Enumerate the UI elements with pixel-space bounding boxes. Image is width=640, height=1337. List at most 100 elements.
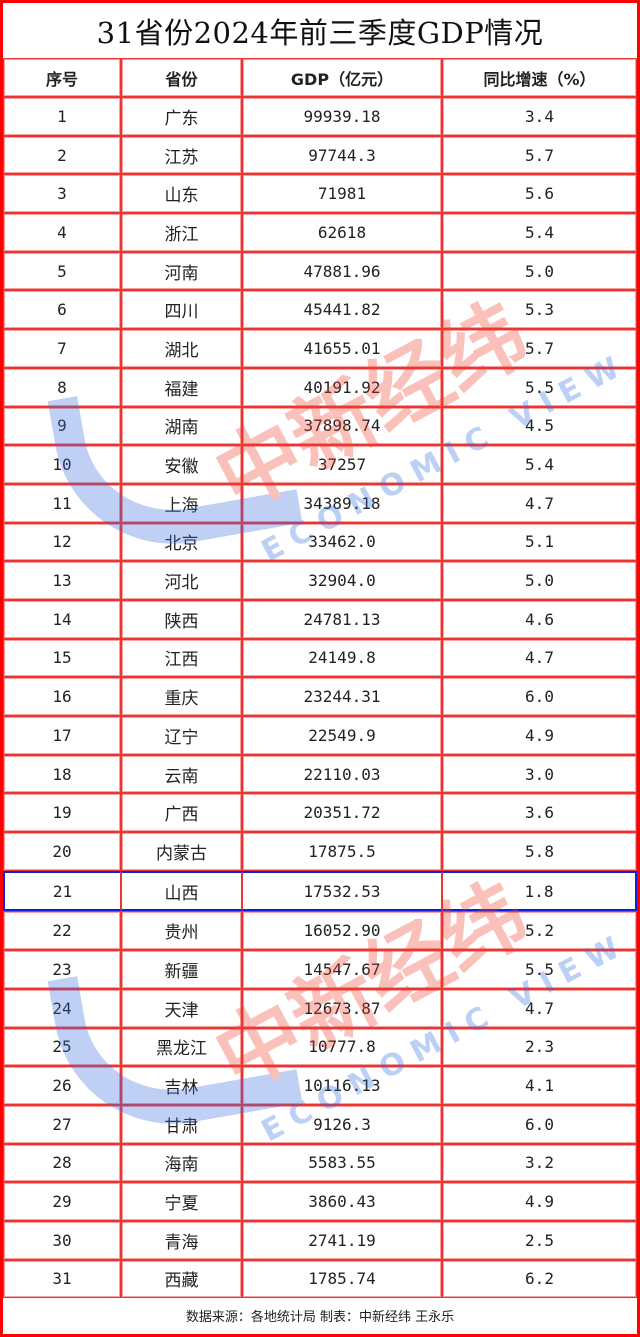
table-row: 2 江苏 97744.3 5.7 [3,135,637,175]
cell-province: 陕西 [121,599,242,639]
cell-gdp: 17875.5 [242,832,442,871]
cell-gdp: 10777.8 [242,1027,442,1067]
cell-province: 新疆 [121,950,242,989]
cell-gdp: 9126.3 [242,1104,442,1144]
cell-gdp: 24149.8 [242,638,442,678]
cell-gdp: 22110.03 [242,754,442,794]
cell-province: 湖南 [121,406,242,446]
cell-gdp: 37257 [242,445,442,484]
cell-growth: 5.0 [442,251,637,291]
cell-rank: 27 [3,1104,121,1144]
cell-province: 云南 [121,754,242,794]
cell-rank: 20 [3,832,121,871]
cell-gdp: 3860.43 [242,1182,442,1221]
cell-rank: 24 [3,988,121,1028]
cell-province: 山西 [121,870,242,912]
cell-province: 江西 [121,638,242,678]
cell-growth: 5.5 [442,950,637,989]
table-row: 13 河北 32904.0 5.0 [3,561,637,600]
cell-growth: 6.0 [442,1104,637,1144]
cell-gdp: 33462.0 [242,522,442,562]
cell-gdp: 32904.0 [242,561,442,600]
cell-rank: 22 [3,911,121,951]
cell-growth: 4.7 [442,483,637,523]
cell-rank: 11 [3,483,121,523]
table-row: 31 西藏 1785.74 6.2 [3,1259,637,1299]
cell-growth: 4.5 [442,406,637,446]
cell-gdp: 34389.18 [242,483,442,523]
table-row: 23 新疆 14547.67 5.5 [3,950,637,989]
cell-rank: 28 [3,1143,121,1183]
cell-growth: 3.0 [442,754,637,794]
table-row: 25 黑龙江 10777.8 2.3 [3,1027,637,1067]
table-row: 6 四川 45441.82 5.3 [3,290,637,330]
table-row: 11 上海 34389.18 4.7 [3,483,637,523]
cell-gdp: 2741.19 [242,1220,442,1260]
cell-gdp: 71981 [242,174,442,214]
cell-growth: 5.3 [442,290,637,330]
cell-growth: 5.7 [442,329,637,368]
table-row: 1 广东 99939.18 3.4 [3,97,637,136]
cell-growth: 4.7 [442,988,637,1028]
cell-province: 广东 [121,97,242,136]
cell-rank: 1 [3,97,121,136]
cell-rank: 10 [3,445,121,484]
cell-province: 江苏 [121,135,242,175]
table-row: 22 贵州 16052.90 5.2 [3,911,637,951]
table-row: 5 河南 47881.96 5.0 [3,251,637,291]
table-row: 4 浙江 62618 5.4 [3,213,637,252]
cell-rank: 9 [3,406,121,446]
cell-growth: 5.7 [442,135,637,175]
cell-growth: 5.8 [442,832,637,871]
cell-gdp: 10116.13 [242,1066,442,1105]
header-gdp: GDP（亿元） [242,58,442,97]
cell-growth: 4.6 [442,599,637,639]
cell-rank: 3 [3,174,121,214]
cell-province: 重庆 [121,677,242,716]
table-row: 17 辽宁 22549.9 4.9 [3,716,637,755]
table-row: 28 海南 5583.55 3.2 [3,1143,637,1183]
cell-province: 北京 [121,522,242,562]
table-row: 21 山西 17532.53 1.8 [3,870,637,912]
cell-gdp: 23244.31 [242,677,442,716]
cell-province: 安徽 [121,445,242,484]
cell-province: 甘肃 [121,1104,242,1144]
cell-rank: 25 [3,1027,121,1067]
cell-gdp: 40191.92 [242,367,442,407]
table-row: 8 福建 40191.92 5.5 [3,367,637,407]
page-title: 31省份2024年前三季度GDP情况 [96,15,544,50]
cell-rank: 13 [3,561,121,600]
cell-gdp: 16052.90 [242,911,442,951]
table-row: 18 云南 22110.03 3.0 [3,754,637,794]
cell-growth: 6.2 [442,1259,637,1299]
cell-rank: 18 [3,754,121,794]
cell-rank: 26 [3,1066,121,1105]
cell-gdp: 22549.9 [242,716,442,755]
cell-rank: 8 [3,367,121,407]
cell-rank: 6 [3,290,121,330]
source-footer: 数据来源：各地统计局 制表：中新经纬 王永乐 [185,1310,455,1325]
cell-gdp: 20351.72 [242,793,442,833]
cell-rank: 16 [3,677,121,716]
cell-rank: 17 [3,716,121,755]
cell-gdp: 99939.18 [242,97,442,136]
cell-province: 上海 [121,483,242,523]
cell-province: 天津 [121,988,242,1028]
cell-gdp: 41655.01 [242,329,442,368]
cell-growth: 3.6 [442,793,637,833]
cell-growth: 4.9 [442,1182,637,1221]
cell-growth: 5.1 [442,522,637,562]
table-row: 30 青海 2741.19 2.5 [3,1220,637,1260]
table-row: 29 宁夏 3860.43 4.9 [3,1182,637,1221]
table-row: 16 重庆 23244.31 6.0 [3,677,637,716]
table-row: 27 甘肃 9126.3 6.0 [3,1104,637,1144]
table-row: 9 湖南 37898.74 4.5 [3,406,637,446]
cell-rank: 2 [3,135,121,175]
header-rank: 序号 [3,58,121,97]
table-row: 24 天津 12673.87 4.7 [3,988,637,1028]
cell-rank: 12 [3,522,121,562]
cell-rank: 31 [3,1259,121,1299]
cell-province: 辽宁 [121,716,242,755]
gdp-table: 序号 省份 GDP（亿元） 同比增速（%） 1 广东 99939.18 3.4 2 江苏 9… [3,58,637,1299]
